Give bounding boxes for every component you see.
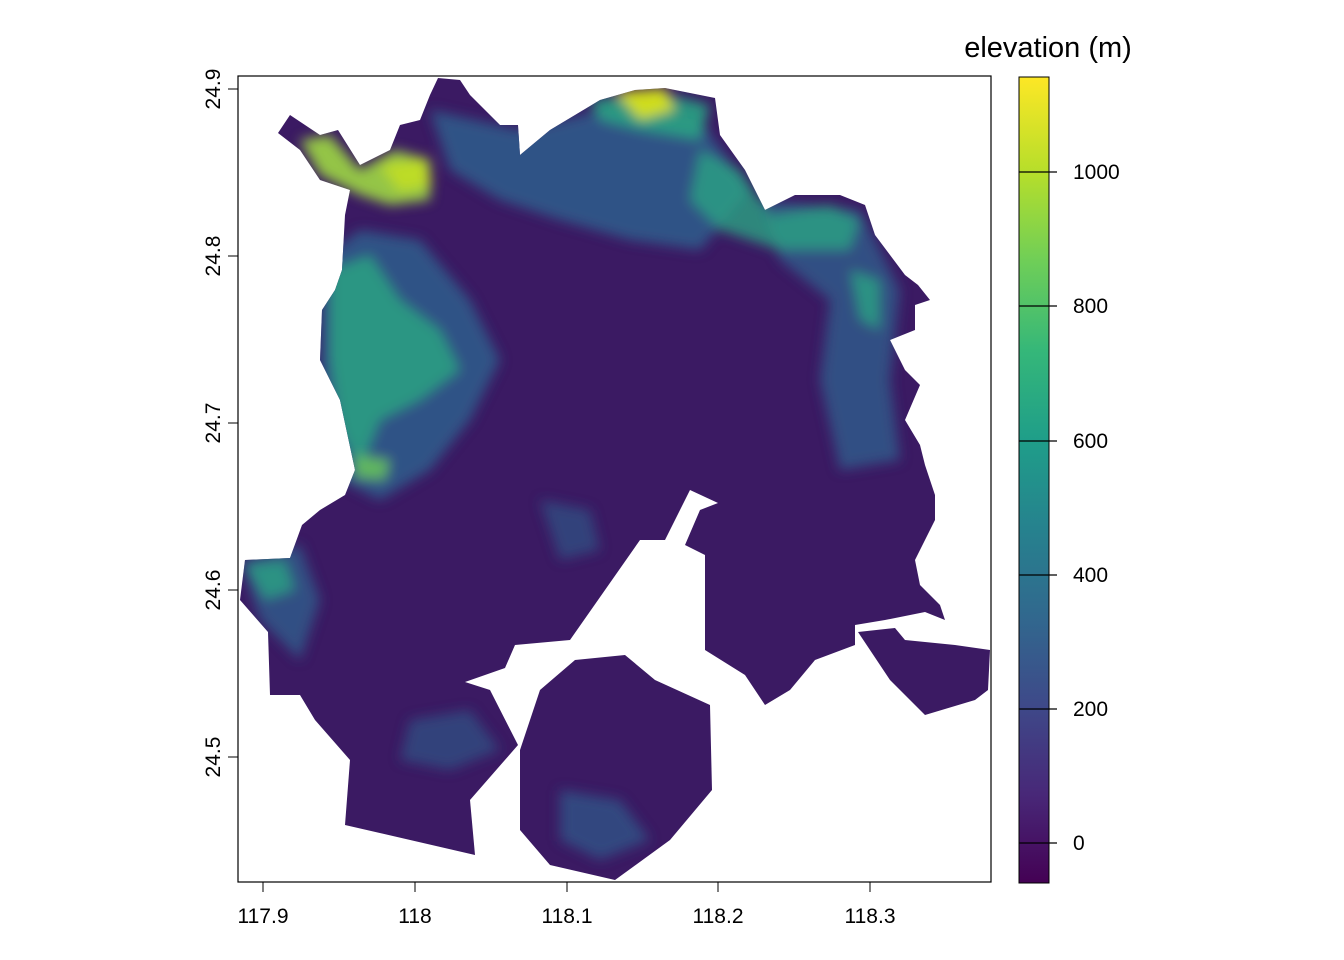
colorbar-ticks bbox=[1019, 171, 1057, 844]
raster-hill-mid bbox=[540, 500, 600, 560]
x-tick-labels: 117.9 118 118.1 118.2 118.3 bbox=[238, 905, 896, 928]
raster-hill-south bbox=[400, 710, 500, 770]
raster-hill-north bbox=[430, 110, 750, 250]
x-tick-label: 118.3 bbox=[845, 905, 896, 928]
raster-highland-peak-northwest bbox=[380, 158, 432, 192]
y-tick-label: 24.5 bbox=[202, 737, 225, 778]
colorbar-label: 600 bbox=[1073, 430, 1108, 453]
y-tick-label: 24.9 bbox=[202, 69, 225, 110]
raster-upland-mid bbox=[355, 455, 390, 480]
raster-upland-southwest bbox=[245, 560, 295, 600]
x-axis bbox=[262, 882, 871, 892]
raster-hill-east bbox=[760, 200, 900, 470]
legend: elevation (m) 0 200 400 600 800 1000 bbox=[964, 32, 1132, 884]
colorbar-label: 800 bbox=[1073, 295, 1108, 318]
colorbar-labels: 0 200 400 600 800 1000 bbox=[1073, 161, 1120, 855]
y-tick-label: 24.8 bbox=[202, 236, 225, 277]
x-tick-label: 118.1 bbox=[542, 905, 593, 928]
y-axis bbox=[228, 88, 238, 758]
elevation-raster bbox=[240, 78, 990, 880]
colorbar-label: 1000 bbox=[1073, 161, 1120, 184]
map-frame bbox=[237, 75, 992, 883]
raster-upland-northeast bbox=[690, 150, 860, 250]
legend-title: elevation (m) bbox=[964, 32, 1132, 64]
raster-upland-west bbox=[330, 255, 460, 470]
raster-upland-east bbox=[850, 270, 880, 330]
x-tick-label: 118.2 bbox=[693, 905, 744, 928]
x-tick-label: 117.9 bbox=[238, 905, 289, 928]
y-tick-label: 24.6 bbox=[202, 570, 225, 611]
colorbar-label: 400 bbox=[1073, 564, 1108, 587]
y-tick-labels: 24.5 24.6 24.7 24.8 24.9 bbox=[202, 69, 225, 778]
raster-hill-southpiece bbox=[560, 790, 650, 860]
y-tick-label: 24.7 bbox=[202, 403, 225, 444]
colorbar-label: 200 bbox=[1073, 698, 1108, 721]
colorbar bbox=[1018, 76, 1050, 884]
x-tick-label: 118 bbox=[398, 905, 431, 928]
colorbar-label: 0 bbox=[1073, 832, 1085, 855]
raster-highland-peak-north bbox=[615, 88, 675, 120]
map-panel: 117.9 118 118.1 118.2 118.3 24.5 24.6 24… bbox=[202, 69, 992, 928]
